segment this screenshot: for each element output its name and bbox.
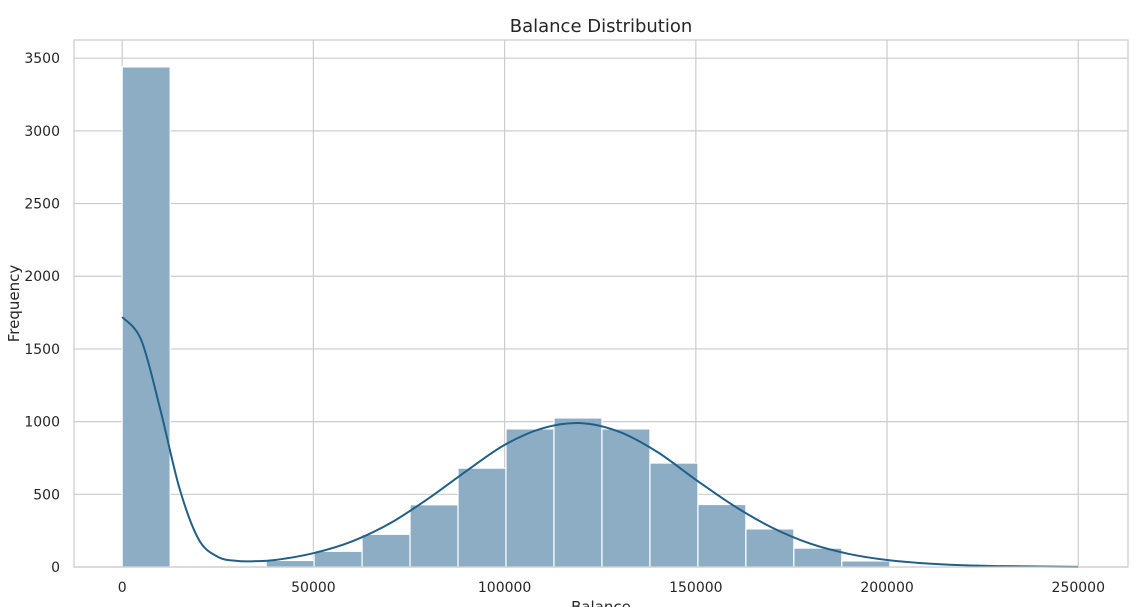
- x-tick-label: 250000: [1052, 580, 1105, 596]
- histogram-bar: [457, 467, 507, 568]
- histogram-bar: [313, 550, 363, 568]
- x-tick-label: 0: [118, 580, 127, 596]
- histogram-bar: [841, 560, 891, 568]
- histogram-bar: [505, 428, 555, 568]
- histogram-bar: [361, 533, 411, 568]
- y-tick-label: 500: [33, 487, 60, 503]
- histogram-bar: [697, 503, 747, 568]
- histogram-bars: [121, 66, 1083, 568]
- histogram-bar: [265, 559, 315, 568]
- x-tick-label: 50000: [291, 580, 336, 596]
- y-tick-label: 3000: [24, 124, 60, 140]
- y-tick-label: 2500: [24, 197, 60, 213]
- histogram-bar: [745, 528, 795, 568]
- y-tick-label: 0: [51, 560, 60, 576]
- y-tick-label: 2000: [24, 269, 60, 285]
- axis-tick-labels: 0 50000 100000 150000 200000 250000 0 500 1000 15…: [24, 51, 1105, 596]
- histogram-bar: [649, 462, 699, 568]
- x-tick-label: 200000: [860, 580, 913, 596]
- histogram-bar: [121, 66, 171, 568]
- x-tick-label: 150000: [669, 580, 722, 596]
- kde-curve-layer: [121, 316, 1079, 568]
- y-axis-label: Frequency: [5, 265, 23, 343]
- x-tick-label: 100000: [478, 580, 531, 596]
- y-tick-label: 3500: [24, 51, 60, 67]
- histogram-bar: [553, 417, 603, 568]
- kde-curve: [121, 316, 1079, 568]
- y-tick-label: 1500: [24, 342, 60, 358]
- histogram-bar: [409, 504, 459, 568]
- histogram-bar: [601, 428, 651, 568]
- x-axis-label: Balance: [571, 598, 631, 607]
- y-tick-label: 1000: [24, 415, 60, 431]
- plot-frame: [73, 39, 1129, 568]
- chart-title: Balance Distribution: [510, 16, 693, 37]
